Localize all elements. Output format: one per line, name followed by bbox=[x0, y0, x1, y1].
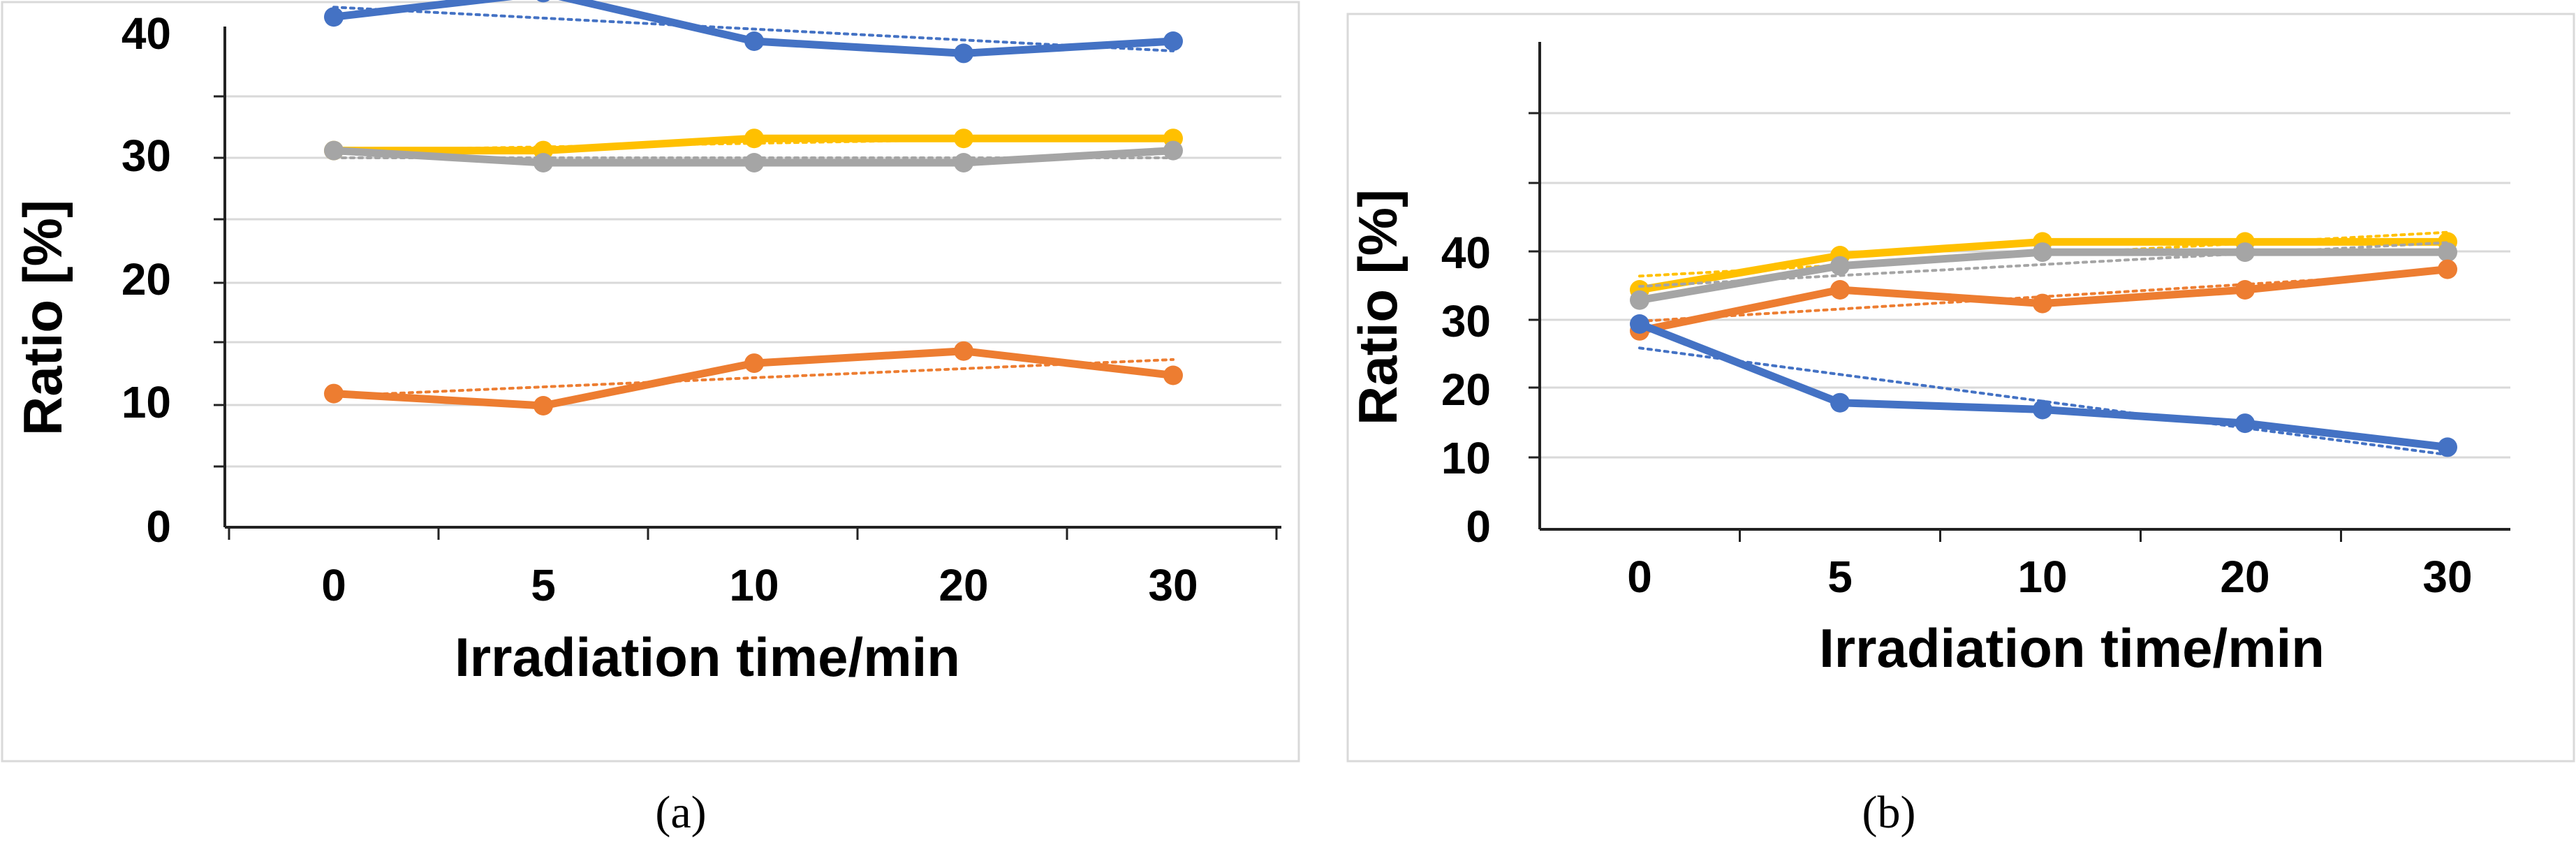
y-axis-title: Ratio [%] bbox=[12, 200, 73, 436]
data-point-gray bbox=[1163, 140, 1183, 161]
data-point-gray bbox=[1630, 290, 1649, 310]
panel-caption: (a) bbox=[655, 787, 706, 838]
trendline-orange bbox=[332, 358, 1175, 398]
x-tick-label: 5 bbox=[531, 560, 556, 610]
data-point-gray bbox=[744, 153, 764, 172]
y-tick-label: 20 bbox=[122, 254, 171, 304]
data-point-gray bbox=[1830, 256, 1850, 276]
chart-frame bbox=[1346, 13, 2575, 763]
x-tick-label: 20 bbox=[939, 560, 988, 610]
trendline-blue bbox=[1638, 346, 2449, 457]
trendline-blue bbox=[332, 6, 1175, 52]
x-tick-label: 30 bbox=[2422, 552, 2472, 602]
data-point-blue bbox=[744, 31, 764, 51]
data-point-orange bbox=[954, 341, 973, 361]
x-tick-label: 10 bbox=[2017, 552, 2067, 602]
data-point-blue bbox=[536, 0, 550, 3]
x-axis-title: Irradiation time/min bbox=[455, 626, 960, 688]
x-tick-label: 30 bbox=[1148, 560, 1198, 610]
x-axis-title: Irradiation time/min bbox=[1819, 617, 2325, 679]
data-point-blue bbox=[324, 7, 344, 27]
data-point-yellow bbox=[954, 128, 973, 149]
data-point-gray bbox=[2438, 242, 2457, 263]
data-point-gray bbox=[2033, 242, 2052, 263]
data-point-blue bbox=[1630, 314, 1649, 334]
data-point-orange bbox=[2235, 280, 2255, 300]
data-point-orange bbox=[744, 353, 764, 374]
data-point-blue bbox=[1830, 392, 1850, 413]
data-point-gray bbox=[324, 140, 344, 161]
y-tick-label: 40 bbox=[122, 8, 171, 59]
data-point-blue bbox=[2438, 437, 2457, 457]
data-point-gray bbox=[954, 153, 973, 172]
data-point-gray bbox=[533, 153, 553, 172]
y-tick-label: 0 bbox=[1466, 501, 1491, 552]
data-point-blue bbox=[954, 43, 973, 64]
panel-caption: (b) bbox=[1862, 787, 1916, 838]
y-tick-label: 10 bbox=[1441, 433, 1491, 483]
data-point-blue bbox=[2235, 413, 2255, 434]
chart-panel-a: 0 10 20 30 40 0 5 10 20 30 Irradiation time/min Rat… bbox=[1, 0, 1300, 763]
data-point-orange bbox=[324, 383, 344, 404]
data-point-yellow bbox=[744, 128, 764, 149]
data-point-orange bbox=[533, 396, 553, 415]
x-tick-label: 5 bbox=[1827, 552, 1853, 602]
y-tick-label: 30 bbox=[122, 131, 171, 181]
chart-panel-b: 0 10 20 30 40 0 5 10 20 30 Irradiation time/min Rat… bbox=[1346, 13, 2575, 763]
chart-frame bbox=[1, 1, 1300, 763]
y-axis-title: Ratio [%] bbox=[1347, 189, 1408, 425]
x-tick-label: 0 bbox=[1627, 552, 1652, 602]
y-tick-label: 20 bbox=[1441, 365, 1491, 415]
y-tick-label: 10 bbox=[122, 377, 171, 427]
data-point-orange bbox=[1163, 365, 1183, 385]
x-tick-label: 0 bbox=[321, 560, 346, 610]
y-tick-label: 0 bbox=[146, 501, 171, 552]
data-point-gray bbox=[2235, 242, 2255, 263]
data-point-blue bbox=[1163, 31, 1183, 51]
y-tick-label: 40 bbox=[1441, 228, 1491, 278]
data-point-orange bbox=[2033, 293, 2052, 314]
x-tick-label: 20 bbox=[2220, 552, 2269, 602]
data-point-blue bbox=[2033, 399, 2052, 420]
series-line-blue bbox=[1635, 320, 2452, 451]
y-tick-label: 30 bbox=[1441, 296, 1491, 346]
data-point-orange bbox=[2438, 259, 2457, 279]
data-point-orange bbox=[1830, 280, 1850, 300]
x-tick-label: 10 bbox=[729, 560, 779, 610]
